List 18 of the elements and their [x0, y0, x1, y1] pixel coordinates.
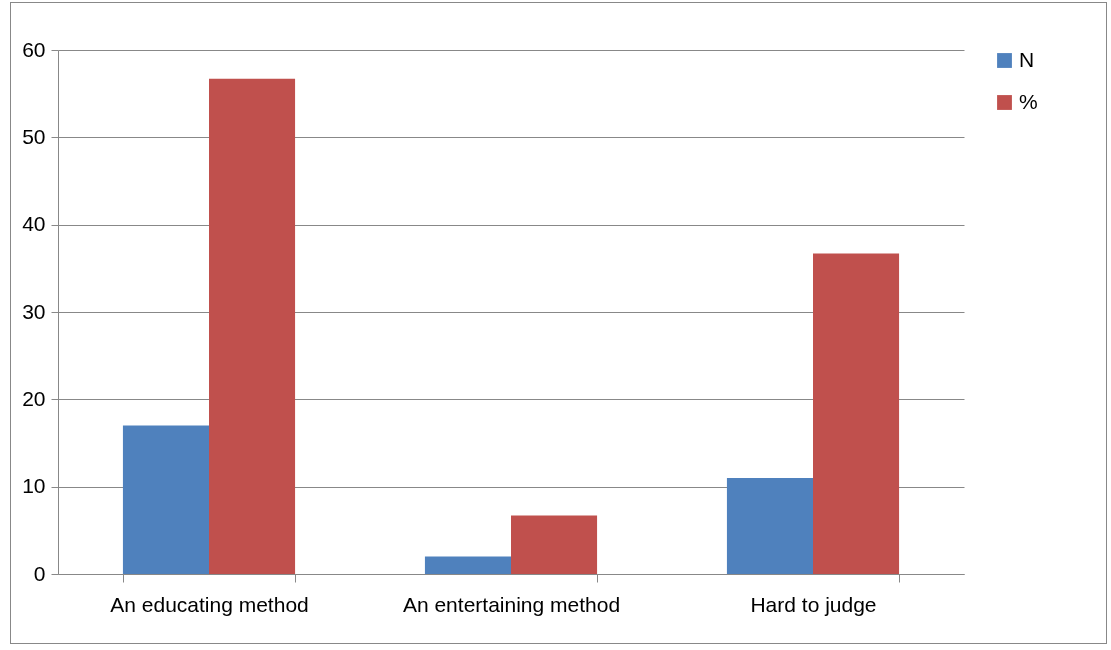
- bar: [813, 253, 900, 574]
- y-tick-label: 20: [22, 386, 46, 410]
- bar: [122, 425, 209, 574]
- y-tick-label: 10: [22, 474, 46, 498]
- legend-label: %: [1019, 89, 1038, 113]
- y-tick-label: 0: [33, 561, 46, 585]
- x-tick-label: Hard to judge: [750, 592, 877, 616]
- bar: [424, 556, 511, 574]
- y-tick-label: 30: [22, 299, 46, 323]
- y-tick-label: 50: [22, 124, 46, 148]
- x-tick-label: An educating method: [110, 592, 309, 616]
- y-tick-label: 40: [22, 212, 46, 236]
- bar: [726, 477, 813, 574]
- legend-label: N: [1019, 47, 1035, 71]
- y-tick-label: 60: [22, 37, 46, 61]
- bar: [511, 515, 598, 574]
- x-tick-label: An entertaining method: [402, 592, 621, 616]
- bar: [209, 78, 296, 574]
